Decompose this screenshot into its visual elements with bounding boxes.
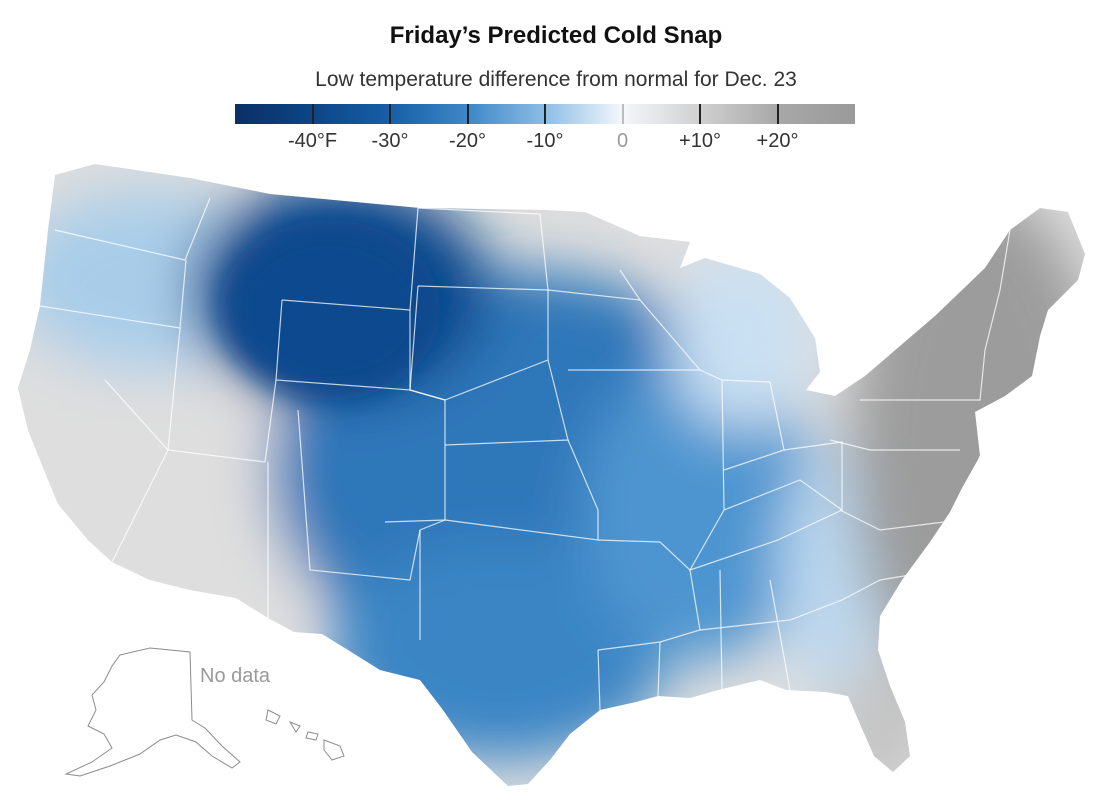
state-borders bbox=[39, 197, 1011, 711]
region-great-lakes bbox=[670, 250, 810, 430]
legend-tick-label: -40°F bbox=[287, 130, 338, 152]
region-northern-plains-core bbox=[220, 220, 440, 400]
legend-tick-label: -30° bbox=[371, 130, 409, 152]
hawaii-island-2 bbox=[288, 720, 301, 733]
legend-tick-label: +20° bbox=[756, 130, 799, 152]
legend-tick-label: 0 bbox=[616, 130, 629, 152]
color-legend: -40°F -30° -20° -10° 0 +10° +20° bbox=[235, 104, 855, 152]
legend-tick bbox=[311, 104, 314, 124]
region-florida bbox=[830, 660, 930, 786]
legend-tick bbox=[621, 104, 624, 124]
no-data-label: No data bbox=[200, 665, 271, 687]
legend-tick bbox=[699, 104, 701, 124]
hawaii-island-1 bbox=[265, 709, 281, 725]
hawaii-island-4 bbox=[323, 739, 345, 761]
alaska-outline bbox=[64, 647, 241, 777]
legend-tick bbox=[776, 104, 779, 124]
region-midwest bbox=[580, 360, 820, 660]
legend-tick bbox=[544, 104, 546, 124]
legend-tick bbox=[466, 104, 469, 124]
legend-tick-label: -10° bbox=[526, 130, 564, 152]
hawaii-island-3 bbox=[305, 731, 319, 741]
legend-tick-label: -20° bbox=[449, 130, 486, 152]
us-temperature-map: No data bbox=[18, 164, 1085, 786]
map-title: Friday’s Predicted Cold Snap bbox=[389, 22, 723, 49]
legend-tick-label: +10° bbox=[679, 130, 721, 152]
map-subtitle: Low temperature difference from normal f… bbox=[315, 68, 797, 91]
legend-tick bbox=[389, 104, 391, 124]
alaska-hawaii-inset: No data bbox=[64, 647, 345, 777]
